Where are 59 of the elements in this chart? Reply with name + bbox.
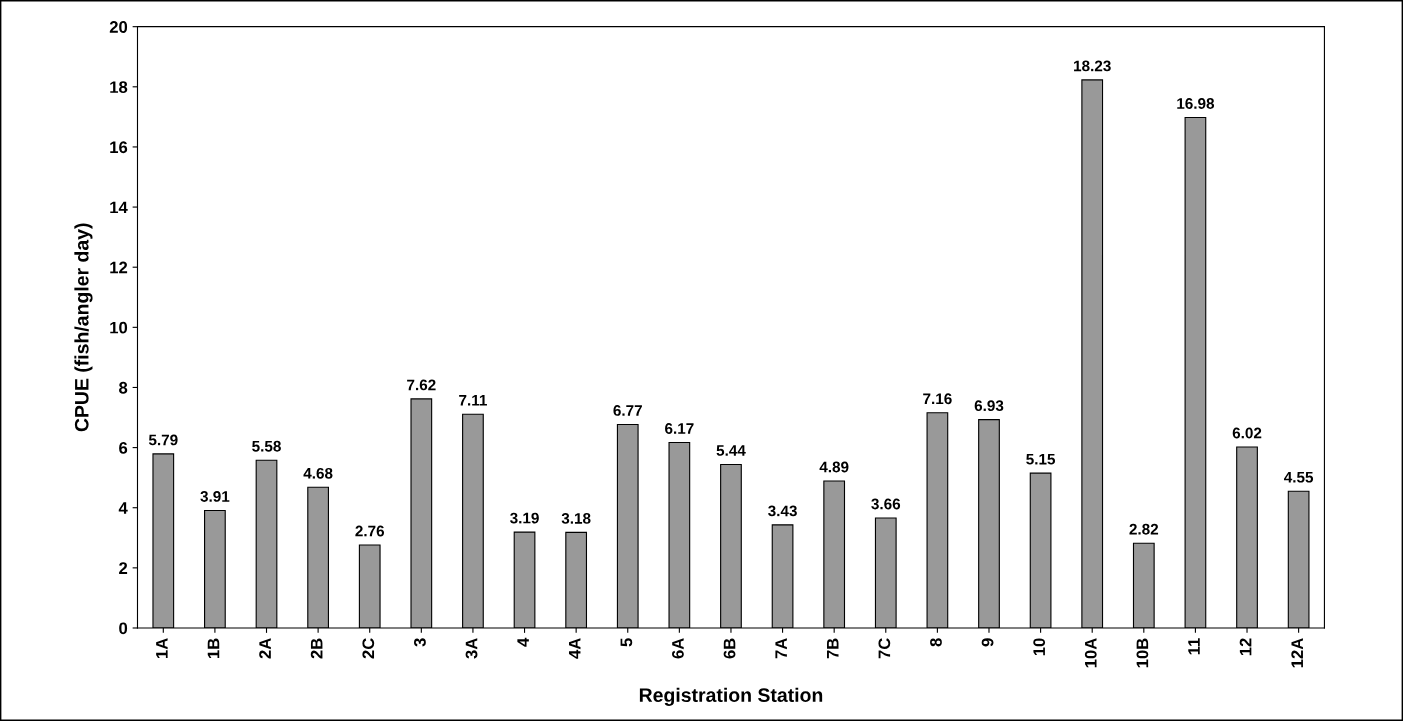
x-tick-label: 6B	[723, 638, 736, 659]
data-label: 4.89	[819, 461, 849, 473]
data-label: 18.23	[1074, 60, 1111, 72]
x-tick-label: 12A	[1291, 638, 1303, 668]
data-label: 5.79	[148, 434, 178, 446]
y-tick-label: 6	[119, 442, 128, 454]
x-axis-title: Registration Station	[639, 687, 823, 706]
y-tick-label: 16	[110, 141, 128, 154]
x-tick-label: 9	[981, 638, 994, 647]
y-tick-label: 20	[109, 21, 128, 33]
x-tick-label: 3	[414, 638, 426, 647]
x-tick-label: 2C	[362, 638, 375, 659]
x-tick-label: 4	[517, 637, 529, 647]
data-label: 7.62	[407, 379, 436, 391]
x-tick-label: 7A	[775, 638, 787, 659]
data-label: 5.58	[252, 440, 281, 452]
data-label: 3.19	[510, 512, 539, 524]
y-tick-label: 18	[110, 81, 128, 94]
data-label: 2.76	[355, 525, 385, 537]
data-label: 6.93	[974, 400, 1004, 412]
data-label: 7.16	[923, 393, 952, 405]
data-label: 4.55	[1283, 471, 1314, 483]
x-tick-label: 5	[620, 638, 633, 647]
data-label: 3.66	[871, 498, 901, 510]
x-tick-label: 2B	[310, 638, 323, 659]
data-label: 5.44	[716, 445, 746, 456]
data-label: 3.18	[561, 512, 591, 524]
data-label: 7.11	[459, 394, 487, 406]
x-tick-label: 7B	[827, 638, 839, 659]
y-tick-label: 2	[119, 562, 128, 574]
x-tick-label: 1B	[207, 638, 220, 658]
y-tick-label: 10	[110, 321, 128, 334]
y-tick-label: 4	[118, 502, 128, 514]
data-label: 2.82	[1129, 523, 1159, 535]
data-label: 6.77	[613, 405, 642, 416]
data-label: 16.98	[1177, 98, 1215, 109]
x-tick-label: 10	[1033, 638, 1046, 656]
x-tick-label: 3A	[465, 638, 478, 659]
x-tick-label: 10A	[1084, 638, 1097, 668]
data-label: 3.43	[768, 505, 797, 517]
x-tick-label: 8	[930, 638, 942, 647]
data-label: 6.17	[665, 423, 694, 434]
x-tick-label: 11	[1188, 638, 1200, 655]
y-tick-label: 8	[119, 381, 128, 394]
x-tick-label: 12	[1239, 638, 1252, 656]
y-axis-title: CPUE (fish/angler day)	[74, 223, 93, 432]
x-tick-label: 4A	[568, 638, 581, 659]
data-label: 6.02	[1232, 427, 1262, 439]
x-tick-label: 7C	[878, 638, 891, 659]
y-tick-label: 12	[110, 261, 128, 274]
x-tick-label: 10B	[1136, 638, 1149, 668]
x-tick-label: 2A	[259, 638, 271, 659]
data-label: 4.68	[303, 467, 333, 479]
y-tick-label: 14	[110, 201, 128, 214]
data-label: 3.91	[200, 491, 230, 502]
y-tick-label: 0	[119, 622, 128, 635]
x-tick-label: 1A	[156, 638, 168, 658]
x-tick-label: 6A	[672, 638, 684, 659]
data-label: 5.15	[1026, 453, 1056, 465]
